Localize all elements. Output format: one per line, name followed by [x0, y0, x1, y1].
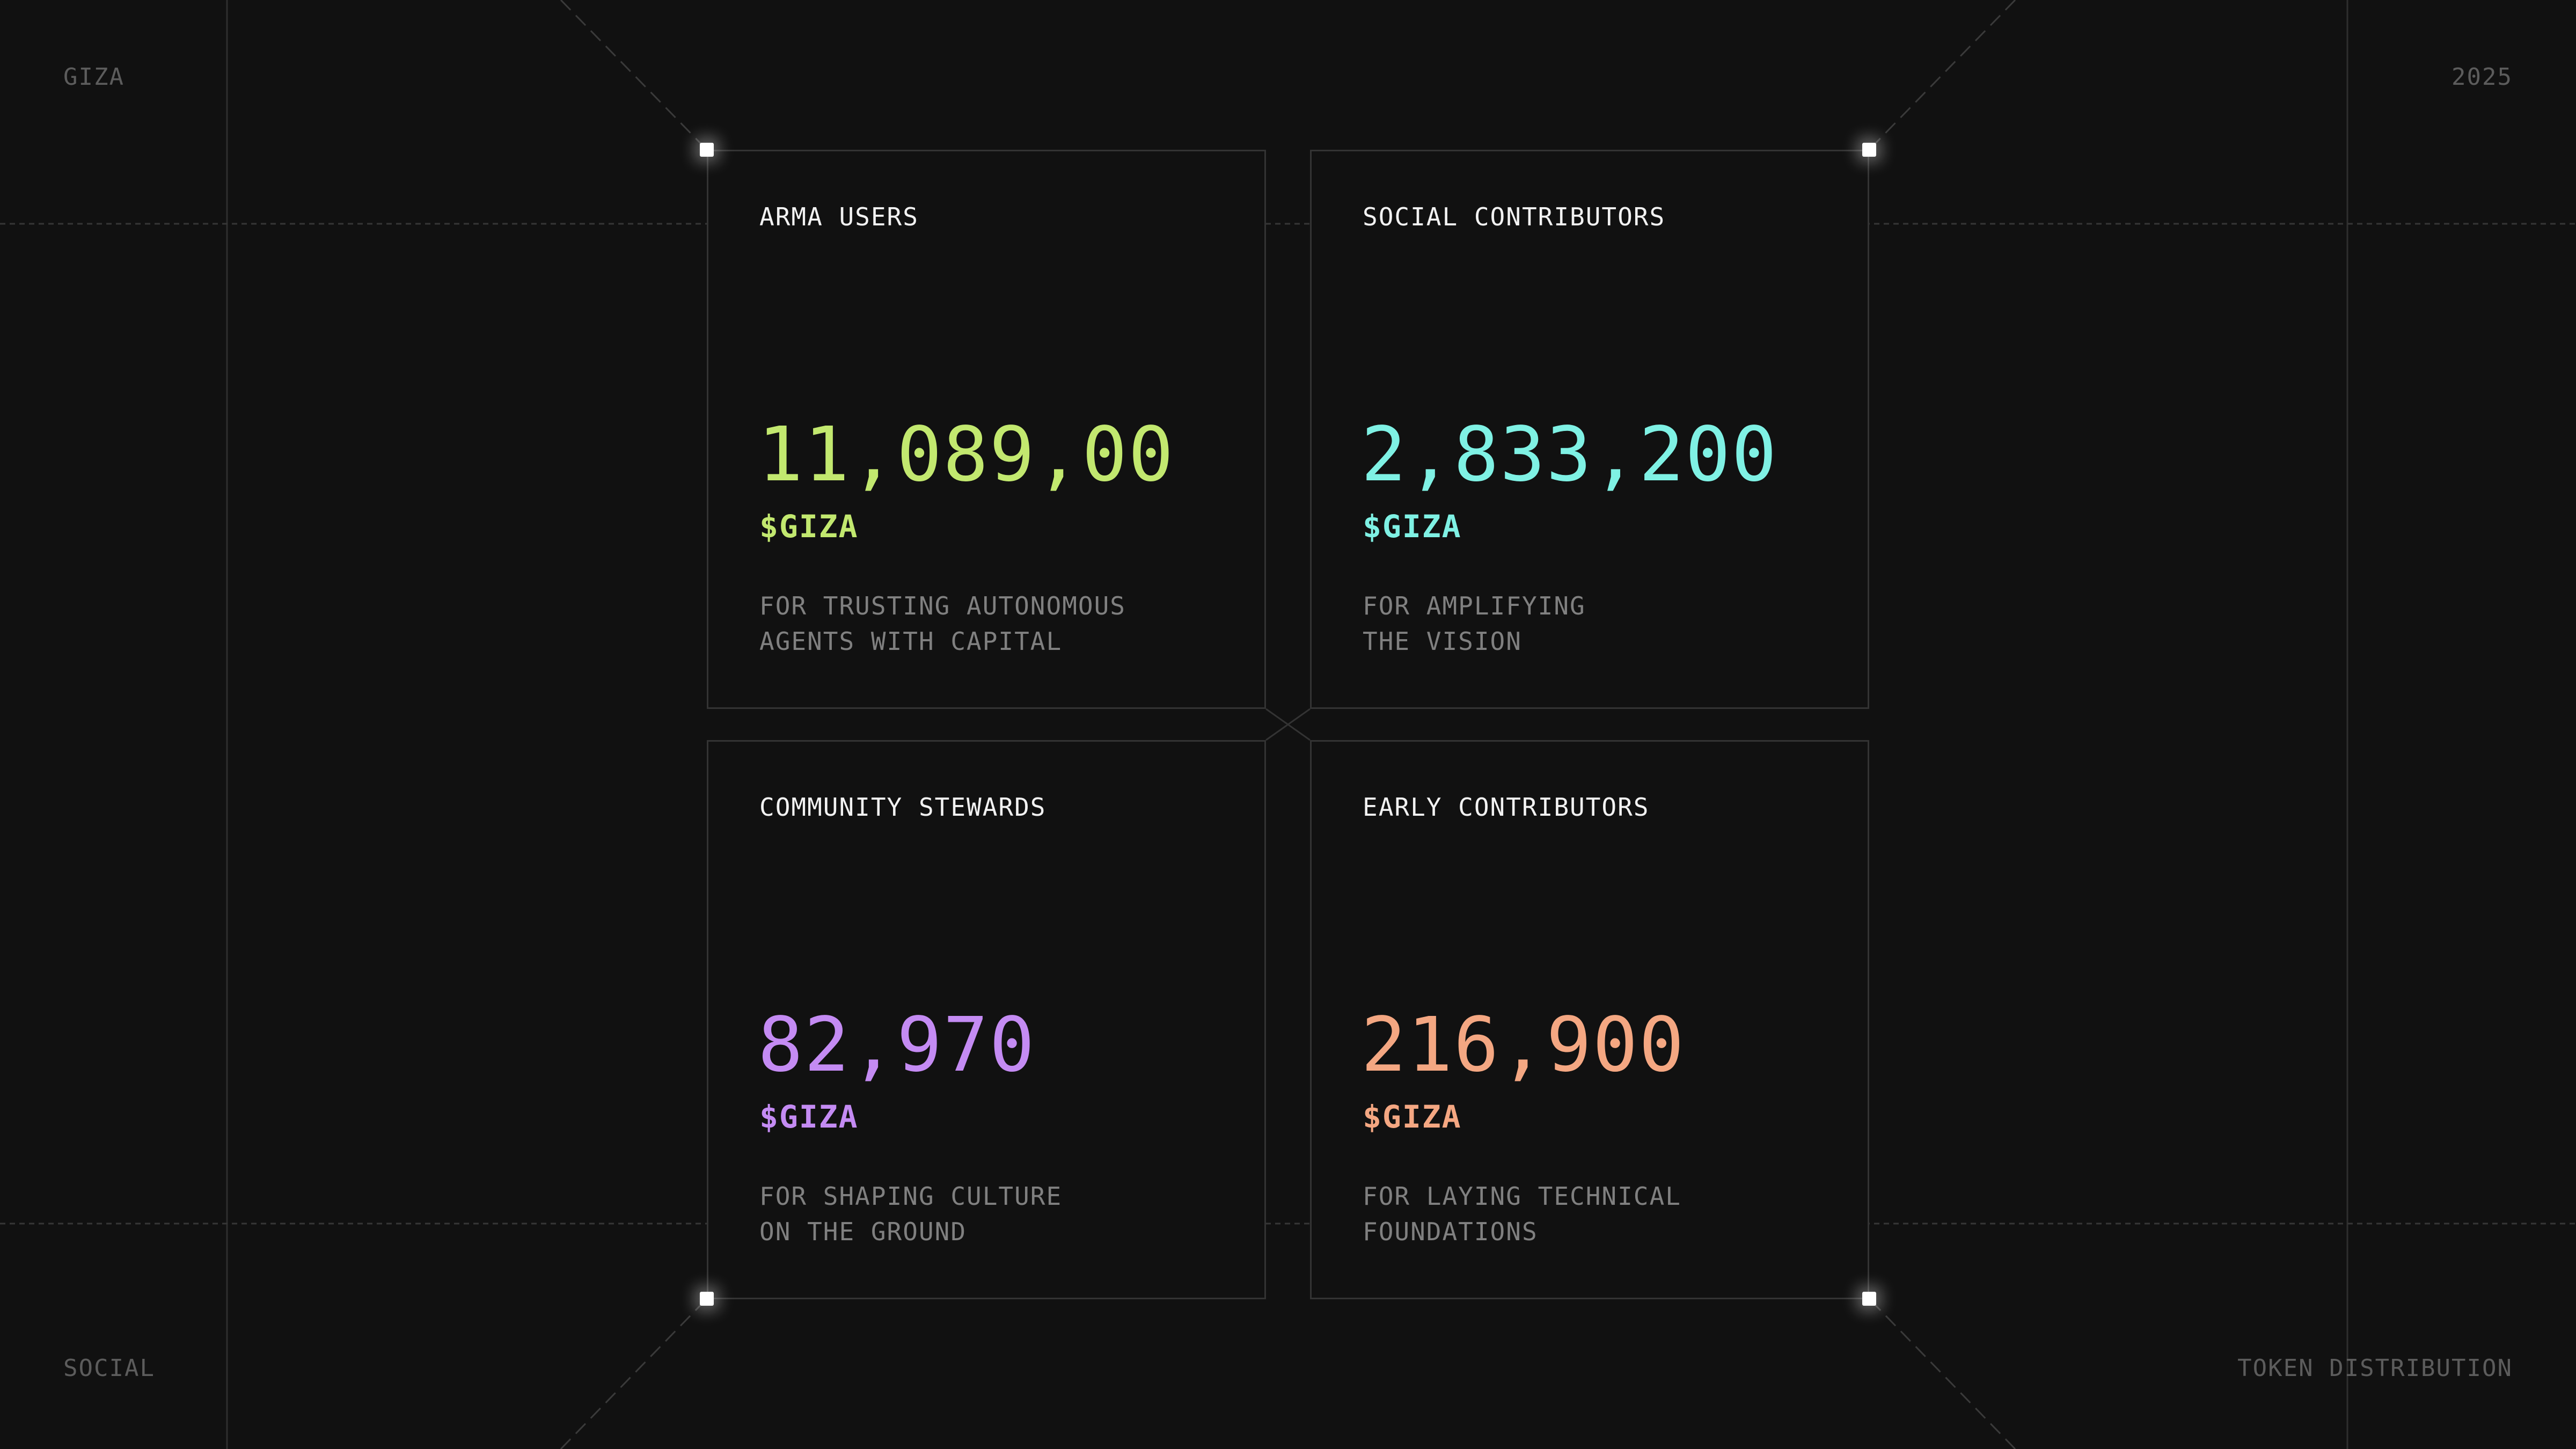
card-title: COMMUNITY STEWARDS	[759, 793, 1046, 822]
card-unit: $GIZA	[1363, 508, 1462, 545]
card-value: 11,089,00	[758, 411, 1175, 499]
bottom-left-diagonal	[560, 1298, 708, 1449]
card-title: SOCIAL CONTRIBUTORS	[1363, 202, 1666, 231]
card-description-line: ON THE GROUND	[759, 1217, 967, 1246]
card-value: 2,833,200	[1361, 411, 1778, 499]
card-community-stewards: COMMUNITY STEWARDS 82,970 $GIZA FOR SHAP…	[707, 740, 1266, 1299]
topic-label: TOKEN DISTRIBUTION	[2237, 1355, 2513, 1382]
card-description-line: THE VISION	[1363, 627, 1522, 656]
card-value: 216,900	[1361, 1001, 1686, 1089]
card-description-line: FOUNDATIONS	[1363, 1217, 1538, 1246]
brand-label: GIZA	[63, 63, 125, 91]
card-description-line: FOR AMPLIFYING	[1363, 591, 1586, 620]
card-early-contributors: EARLY CONTRIBUTORS 216,900 $GIZA FOR LAY…	[1310, 740, 1869, 1299]
card-description-line: AGENTS WITH CAPITAL	[759, 627, 1063, 656]
card-unit: $GIZA	[759, 1099, 859, 1135]
card-arma-users: ARMA USERS 11,089,00 $GIZA FOR TRUSTING …	[707, 150, 1266, 709]
bottom-right-diagonal	[1868, 1298, 2016, 1449]
card-unit: $GIZA	[1363, 1099, 1462, 1135]
card-description: FOR SHAPING CULTURE ON THE GROUND	[759, 1179, 1062, 1249]
card-unit: $GIZA	[759, 508, 859, 545]
card-description-line: FOR LAYING TECHNICAL	[1363, 1182, 1681, 1211]
center-cross-line-b	[1265, 708, 1311, 741]
card-description: FOR LAYING TECHNICAL FOUNDATIONS	[1363, 1179, 1681, 1249]
card-title: ARMA USERS	[759, 202, 919, 231]
card-social-contributors: SOCIAL CONTRIBUTORS 2,833,200 $GIZA FOR …	[1310, 150, 1869, 709]
top-left-diagonal	[560, 0, 708, 151]
top-right-diagonal	[1868, 0, 2016, 151]
glow-node-top-left	[700, 143, 714, 157]
card-description-line: FOR SHAPING CULTURE	[759, 1182, 1063, 1211]
year-label: 2025	[2451, 63, 2513, 91]
card-description-line: FOR TRUSTING AUTONOMOUS	[759, 591, 1126, 620]
section-label: SOCIAL	[63, 1355, 155, 1382]
glow-node-top-right	[1862, 143, 1876, 157]
card-description: FOR AMPLIFYING THE VISION	[1363, 588, 1586, 659]
glow-node-bottom-right	[1862, 1292, 1876, 1306]
glow-node-bottom-left	[700, 1292, 714, 1306]
card-title: EARLY CONTRIBUTORS	[1363, 793, 1650, 822]
card-value: 82,970	[758, 1001, 1036, 1089]
card-description: FOR TRUSTING AUTONOMOUS AGENTS WITH CAPI…	[759, 588, 1126, 659]
